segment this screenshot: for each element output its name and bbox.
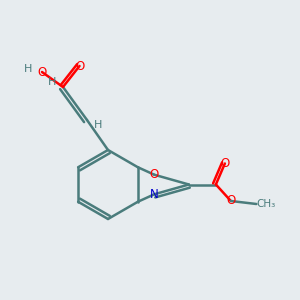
Text: O: O bbox=[75, 59, 84, 73]
Text: CH₃: CH₃ bbox=[256, 199, 276, 209]
Text: H: H bbox=[47, 76, 56, 87]
Text: H: H bbox=[24, 64, 33, 74]
Text: O: O bbox=[38, 65, 46, 79]
Text: O: O bbox=[150, 168, 159, 181]
Text: O: O bbox=[220, 157, 230, 170]
Text: O: O bbox=[226, 194, 236, 208]
Text: H: H bbox=[94, 120, 103, 130]
Text: N: N bbox=[150, 188, 159, 201]
